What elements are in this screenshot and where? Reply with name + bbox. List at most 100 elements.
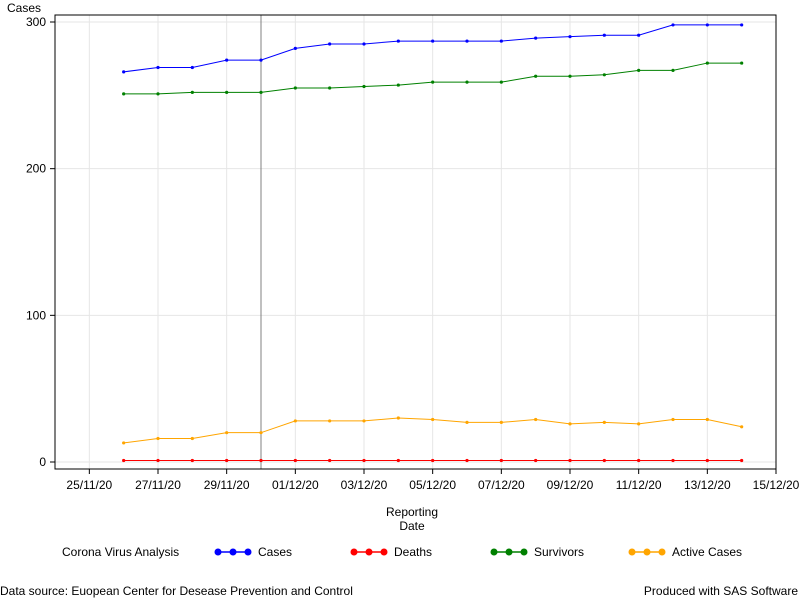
data-point bbox=[396, 39, 400, 43]
data-point bbox=[156, 65, 160, 70]
data-point bbox=[671, 23, 675, 27]
data-point bbox=[637, 458, 641, 463]
data-point bbox=[705, 61, 709, 65]
data-point bbox=[534, 74, 538, 78]
y-tick-label: 0 bbox=[39, 455, 46, 469]
data-point bbox=[740, 458, 744, 463]
data-point bbox=[534, 36, 538, 40]
legend-swatch-marker bbox=[214, 548, 222, 556]
data-point bbox=[396, 458, 400, 463]
x-tick-label: 07/12/20 bbox=[478, 478, 525, 492]
x-tick-label: 05/12/20 bbox=[409, 478, 456, 492]
legend-swatch-marker bbox=[244, 548, 252, 556]
y-tick-label: 300 bbox=[26, 15, 46, 29]
x-tick-label: 29/11/20 bbox=[204, 478, 250, 492]
data-point bbox=[637, 33, 641, 37]
data-point bbox=[740, 23, 744, 27]
data-point bbox=[431, 39, 435, 43]
x-tick-label: 13/12/20 bbox=[684, 478, 731, 492]
data-point bbox=[225, 458, 229, 463]
data-point bbox=[396, 416, 400, 420]
legend-swatch-marker bbox=[505, 548, 513, 556]
legend-entry-label: Deaths bbox=[394, 545, 432, 559]
legend-swatch-marker bbox=[520, 548, 528, 556]
data-point bbox=[293, 46, 297, 51]
data-point bbox=[328, 86, 332, 90]
data-point bbox=[122, 441, 126, 445]
x-axis-label-line2: Date bbox=[399, 519, 425, 533]
y-axis: 0 100 200 300 bbox=[26, 15, 55, 469]
x-tick-label: 25/11/20 bbox=[66, 478, 112, 492]
data-point bbox=[499, 80, 503, 84]
data-point bbox=[362, 84, 366, 89]
data-point bbox=[362, 458, 366, 463]
data-point bbox=[122, 92, 126, 96]
legend-swatch-marker bbox=[628, 548, 636, 556]
data-point bbox=[225, 431, 229, 435]
data-point bbox=[362, 419, 366, 423]
data-point bbox=[465, 458, 469, 463]
data-point bbox=[465, 80, 469, 84]
data-point bbox=[568, 74, 572, 78]
data-point bbox=[156, 458, 160, 463]
data-point bbox=[431, 417, 435, 422]
produced-with-note: Produced with SAS Software bbox=[643, 584, 798, 598]
data-point bbox=[740, 425, 744, 429]
data-point bbox=[328, 42, 332, 46]
x-tick-label: 15/12/20 bbox=[753, 478, 800, 492]
x-tick-label: 11/12/20 bbox=[616, 478, 662, 492]
grid-lines bbox=[55, 15, 777, 469]
x-tick-label: 01/12/20 bbox=[272, 478, 319, 492]
data-point bbox=[534, 417, 538, 422]
data-point bbox=[637, 68, 641, 72]
data-point bbox=[328, 458, 332, 463]
data-source-note: Data source: Euopean Center for Desease … bbox=[0, 584, 353, 598]
legend-swatch-marker bbox=[658, 548, 666, 556]
legend-title: Corona Virus Analysis bbox=[62, 545, 179, 559]
data-point bbox=[362, 42, 366, 46]
data-point bbox=[602, 73, 606, 77]
x-axis: 25/11/20 27/11/20 29/11/20 01/12/20 03/12/20… bbox=[66, 469, 800, 492]
data-point bbox=[225, 90, 229, 94]
legend-entry-label: Active Cases bbox=[672, 545, 742, 559]
data-point bbox=[534, 458, 538, 463]
data-point bbox=[259, 458, 263, 463]
data-point bbox=[465, 420, 469, 424]
data-point bbox=[671, 68, 675, 72]
data-point bbox=[568, 458, 572, 463]
data-point bbox=[190, 65, 194, 70]
data-point bbox=[499, 39, 503, 43]
data-point bbox=[156, 436, 160, 441]
y-tick-label: 200 bbox=[26, 162, 46, 176]
legend-swatch-marker bbox=[380, 548, 388, 556]
data-point bbox=[705, 23, 709, 27]
data-point bbox=[122, 70, 126, 74]
data-point bbox=[225, 58, 229, 62]
data-point bbox=[499, 420, 503, 424]
legend-entry-label: Survivors bbox=[534, 545, 584, 559]
data-point bbox=[705, 417, 709, 422]
legend-swatch-marker bbox=[490, 548, 498, 556]
data-point bbox=[293, 86, 297, 90]
x-tick-label: 09/12/20 bbox=[547, 478, 594, 492]
data-point bbox=[190, 436, 194, 441]
data-point bbox=[328, 419, 332, 423]
plot-frame bbox=[54, 14, 777, 470]
series-group bbox=[122, 23, 744, 463]
data-point bbox=[602, 33, 606, 37]
data-point bbox=[156, 92, 160, 96]
x-tick-label: 03/12/20 bbox=[341, 478, 388, 492]
data-point bbox=[568, 35, 572, 39]
data-point bbox=[396, 83, 400, 87]
data-point bbox=[740, 61, 744, 65]
legend: Corona Virus Analysis Cases Deaths Survivo… bbox=[62, 545, 742, 559]
data-point bbox=[465, 39, 469, 43]
data-point bbox=[293, 419, 297, 423]
data-point bbox=[671, 458, 675, 463]
data-point bbox=[637, 422, 641, 426]
data-point bbox=[671, 417, 675, 422]
legend-swatch-marker bbox=[365, 548, 373, 556]
data-point bbox=[705, 458, 709, 463]
data-point bbox=[190, 90, 194, 94]
